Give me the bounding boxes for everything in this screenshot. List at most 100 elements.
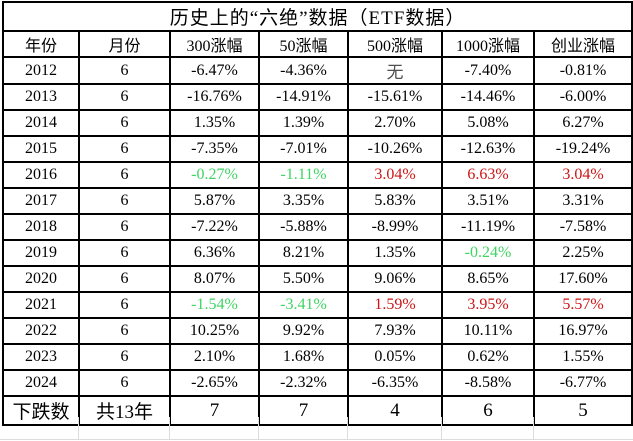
value-cell[interactable]: 17.60%: [532, 265, 633, 293]
month-cell[interactable]: 6: [78, 265, 171, 293]
value-cell[interactable]: -15.61%: [347, 83, 443, 111]
year-cell[interactable]: 2013: [2, 83, 80, 111]
value-cell[interactable]: -0.27%: [169, 161, 260, 189]
value-cell[interactable]: 0.62%: [441, 343, 535, 371]
month-cell[interactable]: 6: [78, 56, 171, 85]
value-cell[interactable]: 5.87%: [169, 187, 260, 215]
month-cell[interactable]: 6: [78, 343, 171, 371]
year-cell[interactable]: 2016: [2, 161, 80, 189]
value-cell[interactable]: 3.04%: [347, 161, 443, 189]
value-cell[interactable]: -1.11%: [258, 161, 349, 189]
value-cell[interactable]: 3.95%: [441, 291, 535, 319]
value-cell[interactable]: 6.27%: [532, 109, 633, 137]
value-cell[interactable]: -1.54%: [169, 291, 260, 319]
column-header[interactable]: 50涨幅: [258, 30, 349, 58]
value-cell[interactable]: 6.36%: [169, 239, 260, 267]
column-header[interactable]: 1000涨幅: [441, 30, 535, 58]
column-header[interactable]: 年份: [2, 30, 80, 58]
value-cell[interactable]: -14.91%: [258, 83, 349, 111]
month-cell[interactable]: 6: [78, 109, 171, 137]
value-cell[interactable]: 8.21%: [258, 239, 349, 267]
year-cell[interactable]: 2015: [2, 135, 80, 163]
summary-count-cell[interactable]: 7: [169, 395, 260, 426]
value-cell[interactable]: -2.32%: [258, 369, 349, 397]
month-cell[interactable]: 6: [78, 369, 171, 397]
year-cell[interactable]: 2018: [2, 213, 80, 241]
summary-count-cell[interactable]: 6: [441, 395, 535, 426]
column-header[interactable]: 创业涨幅: [532, 30, 633, 58]
value-cell[interactable]: -19.24%: [532, 135, 633, 163]
year-cell[interactable]: 2021: [2, 291, 80, 319]
value-cell[interactable]: 1.68%: [258, 343, 349, 371]
value-cell[interactable]: 5.08%: [441, 109, 535, 137]
value-cell[interactable]: 7.93%: [347, 317, 443, 345]
value-cell[interactable]: -6.00%: [532, 83, 633, 111]
year-cell[interactable]: 2014: [2, 109, 80, 137]
year-cell[interactable]: 2023: [2, 343, 80, 371]
year-cell[interactable]: 2012: [2, 56, 80, 85]
value-cell[interactable]: -0.81%: [532, 56, 633, 85]
value-cell[interactable]: 9.92%: [258, 317, 349, 345]
month-cell[interactable]: 6: [78, 187, 171, 215]
value-cell[interactable]: 3.51%: [441, 187, 535, 215]
value-cell[interactable]: 1.39%: [258, 109, 349, 137]
summary-count-cell[interactable]: 4: [347, 395, 443, 426]
value-cell[interactable]: -11.19%: [441, 213, 535, 241]
value-cell[interactable]: -2.65%: [169, 369, 260, 397]
value-cell[interactable]: 0.05%: [347, 343, 443, 371]
value-cell[interactable]: 5.57%: [532, 291, 633, 319]
value-cell[interactable]: -4.36%: [258, 56, 349, 85]
value-cell[interactable]: -6.77%: [532, 369, 633, 397]
value-cell[interactable]: 3.35%: [258, 187, 349, 215]
value-cell[interactable]: 16.97%: [532, 317, 633, 345]
value-cell[interactable]: 5.83%: [347, 187, 443, 215]
value-cell[interactable]: 1.55%: [532, 343, 633, 371]
value-cell[interactable]: 1.59%: [347, 291, 443, 319]
column-header[interactable]: 300涨幅: [169, 30, 260, 58]
summary-period-cell[interactable]: 共13年: [78, 395, 171, 426]
value-cell[interactable]: -12.63%: [441, 135, 535, 163]
value-cell[interactable]: -16.76%: [169, 83, 260, 111]
value-cell[interactable]: -7.01%: [258, 135, 349, 163]
value-cell[interactable]: -6.35%: [347, 369, 443, 397]
year-cell[interactable]: 2019: [2, 239, 80, 267]
month-cell[interactable]: 6: [78, 239, 171, 267]
value-cell[interactable]: 10.25%: [169, 317, 260, 345]
month-cell[interactable]: 6: [78, 135, 171, 163]
value-cell[interactable]: 6.63%: [441, 161, 535, 189]
value-cell[interactable]: 2.70%: [347, 109, 443, 137]
value-cell[interactable]: -10.26%: [347, 135, 443, 163]
month-cell[interactable]: 6: [78, 291, 171, 319]
value-cell[interactable]: -6.47%: [169, 56, 260, 85]
summary-label-cell[interactable]: 下跌数: [2, 395, 80, 426]
value-cell[interactable]: 1.35%: [169, 109, 260, 137]
value-cell[interactable]: 3.04%: [532, 161, 633, 189]
value-cell[interactable]: 8.65%: [441, 265, 535, 293]
column-header[interactable]: 月份: [78, 30, 171, 58]
value-cell[interactable]: -7.58%: [532, 213, 633, 241]
value-cell[interactable]: 10.11%: [441, 317, 535, 345]
column-header[interactable]: 500涨幅: [347, 30, 443, 58]
value-cell[interactable]: -7.22%: [169, 213, 260, 241]
value-cell[interactable]: -0.24%: [441, 239, 535, 267]
value-cell[interactable]: 3.31%: [532, 187, 633, 215]
value-cell[interactable]: 2.10%: [169, 343, 260, 371]
value-cell[interactable]: -3.41%: [258, 291, 349, 319]
month-cell[interactable]: 6: [78, 317, 171, 345]
value-cell[interactable]: 无: [347, 56, 443, 85]
value-cell[interactable]: -8.58%: [441, 369, 535, 397]
month-cell[interactable]: 6: [78, 213, 171, 241]
value-cell[interactable]: -8.99%: [347, 213, 443, 241]
value-cell[interactable]: -5.88%: [258, 213, 349, 241]
month-cell[interactable]: 6: [78, 161, 171, 189]
value-cell[interactable]: 9.06%: [347, 265, 443, 293]
value-cell[interactable]: 8.07%: [169, 265, 260, 293]
year-cell[interactable]: 2020: [2, 265, 80, 293]
year-cell[interactable]: 2022: [2, 317, 80, 345]
year-cell[interactable]: 2024: [2, 369, 80, 397]
value-cell[interactable]: 2.25%: [532, 239, 633, 267]
year-cell[interactable]: 2017: [2, 187, 80, 215]
value-cell[interactable]: 5.50%: [258, 265, 349, 293]
value-cell[interactable]: -7.35%: [169, 135, 260, 163]
summary-count-cell[interactable]: 5: [532, 395, 633, 426]
